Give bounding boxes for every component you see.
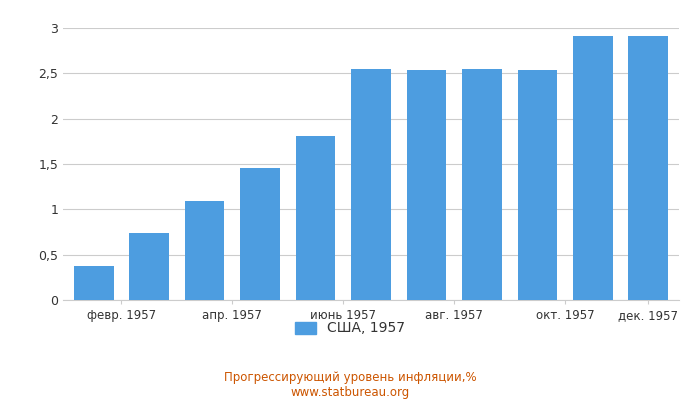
- Bar: [351, 69, 391, 300]
- Text: Прогрессирующий уровень инфляции,%: Прогрессирующий уровень инфляции,%: [224, 372, 476, 384]
- Text: www.statbureau.org: www.statbureau.org: [290, 386, 410, 399]
- Bar: [129, 233, 169, 300]
- Bar: [407, 70, 447, 300]
- Legend: США, 1957: США, 1957: [290, 316, 410, 341]
- Bar: [462, 69, 502, 300]
- Bar: [295, 136, 335, 300]
- Bar: [185, 201, 225, 300]
- Bar: [629, 36, 668, 300]
- Bar: [74, 266, 113, 300]
- Bar: [517, 70, 557, 300]
- Bar: [573, 36, 613, 300]
- Bar: [240, 168, 280, 300]
